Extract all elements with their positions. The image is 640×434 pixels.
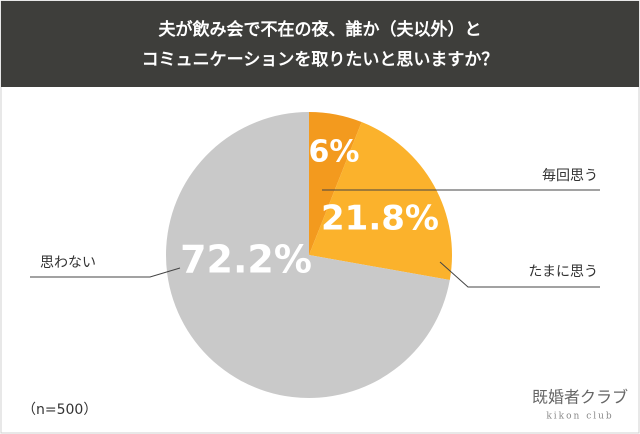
pie-slice — [309, 112, 362, 255]
logo: 既婚者クラブ — [532, 388, 628, 407]
note: （n=500） — [22, 402, 97, 418]
value-label: 6% — [309, 135, 360, 170]
value-label: 72.2% — [180, 238, 312, 282]
category-label: 思わない — [40, 255, 96, 271]
logo-sub: kikon club — [546, 412, 613, 422]
pie-slice — [165, 111, 450, 398]
header — [1, 1, 639, 87]
value-label: 21.8% — [321, 199, 439, 239]
category-label: たまに思う — [528, 264, 598, 280]
chart-title: 夫が飲み会で不在の夜、誰か（夫以外）と — [159, 19, 482, 40]
pie-slice — [309, 122, 452, 281]
chart-title: コミュニケーションを取りたいと思いますか？ — [142, 50, 499, 70]
leader-line — [30, 267, 181, 278]
leader-line — [439, 261, 600, 288]
category-label: 毎回思う — [542, 168, 598, 184]
